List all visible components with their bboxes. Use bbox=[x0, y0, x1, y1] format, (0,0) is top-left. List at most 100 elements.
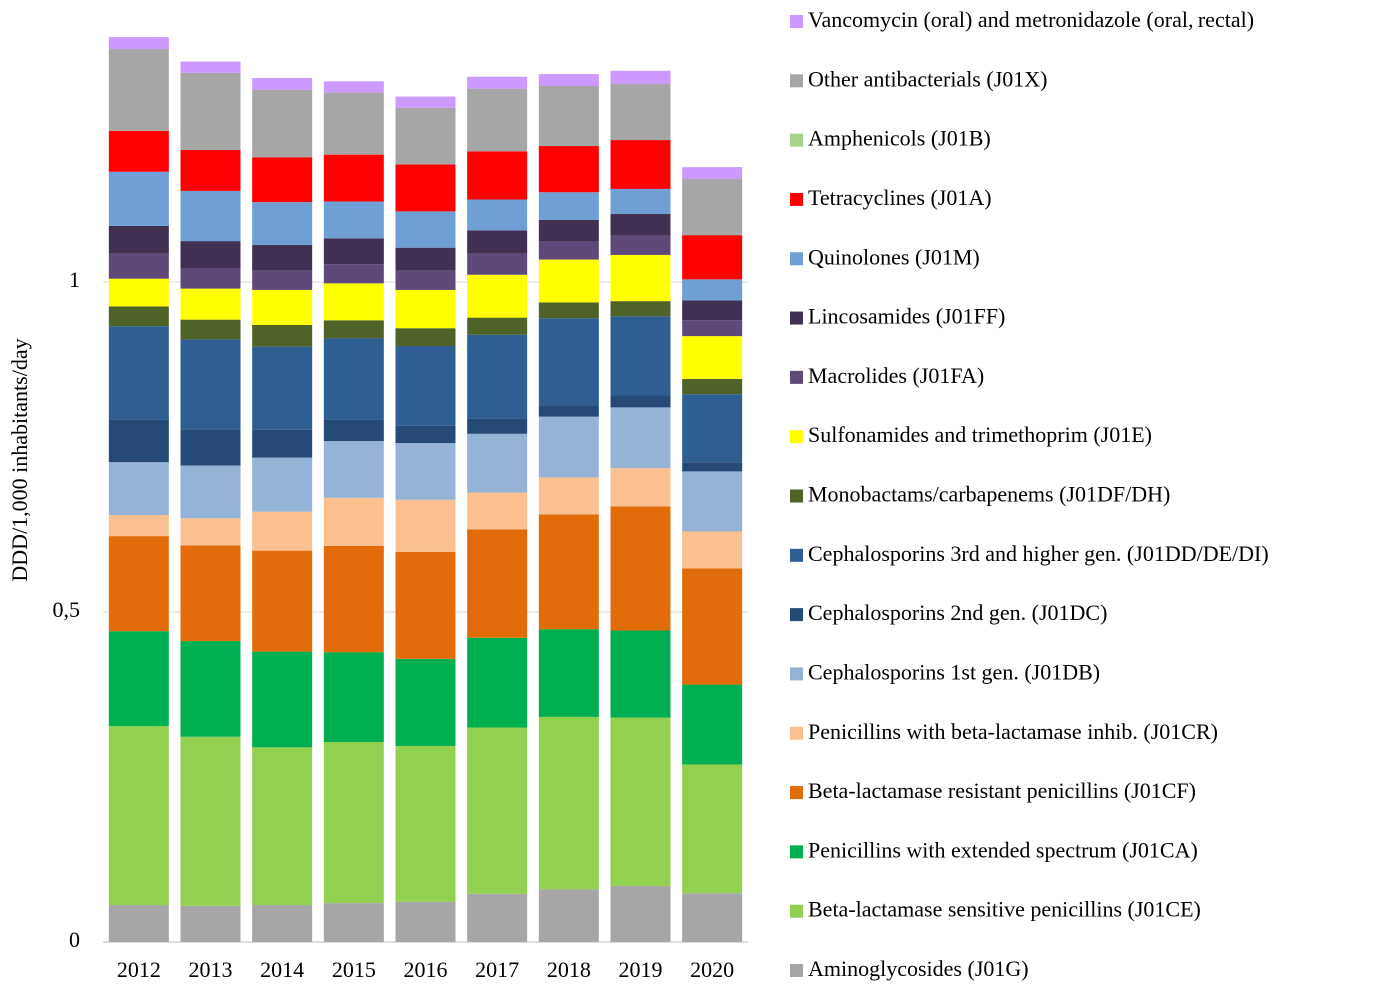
legend-label: Monobactams/carbapenems (J01DF/DH) bbox=[808, 482, 1170, 507]
bar-segment bbox=[323, 497, 384, 546]
bar-segment bbox=[180, 268, 241, 289]
legend-swatch bbox=[790, 252, 803, 266]
bar-segment bbox=[252, 550, 313, 652]
x-tick-label: 2020 bbox=[690, 957, 734, 982]
bar-segment bbox=[682, 300, 743, 321]
bar-segment bbox=[467, 76, 528, 89]
bar-segment bbox=[323, 338, 384, 420]
legend-label: Macrolides (J01FA) bbox=[808, 363, 984, 388]
bar-segment bbox=[252, 429, 313, 458]
legend-swatch bbox=[790, 548, 803, 562]
bar-segment bbox=[180, 905, 241, 942]
bar-segment bbox=[180, 72, 241, 150]
bar-segment bbox=[467, 274, 528, 318]
legend-label: Lincosamides (J01FF) bbox=[808, 304, 1005, 329]
bar-segment bbox=[538, 219, 599, 242]
bar-segment bbox=[395, 443, 456, 500]
bar-segment bbox=[323, 92, 384, 155]
legend-label: Penicillins with beta-lactamase inhib. (… bbox=[808, 719, 1218, 744]
bar-segment bbox=[395, 247, 456, 271]
bar-segment bbox=[180, 429, 241, 466]
legend-swatch bbox=[790, 192, 803, 206]
bar-segment bbox=[467, 334, 528, 419]
legend-label: Beta-lactamase sensitive penicillins (J0… bbox=[808, 897, 1201, 922]
bar-segment bbox=[323, 903, 384, 942]
bar-segment bbox=[682, 336, 743, 380]
bar-segment bbox=[108, 326, 169, 420]
legend-swatch bbox=[790, 667, 803, 681]
bar-segment bbox=[180, 241, 241, 269]
bar-segment bbox=[395, 107, 456, 165]
bar-segment bbox=[538, 477, 599, 515]
bar-segment bbox=[323, 154, 384, 202]
bar-segment bbox=[395, 289, 456, 329]
bar-segment bbox=[108, 253, 169, 279]
bar-segment bbox=[538, 241, 599, 260]
bar-segment bbox=[682, 179, 743, 236]
bar-segment bbox=[395, 551, 456, 659]
bar-segment bbox=[252, 905, 313, 942]
bar-segment bbox=[180, 736, 241, 906]
legend-label: Cephalosporins 1st gen. (J01DB) bbox=[808, 659, 1100, 684]
legend-label: Quinolones (J01M) bbox=[808, 244, 980, 269]
bar-segment bbox=[467, 151, 528, 200]
bar-segment bbox=[395, 745, 456, 902]
bar-segment bbox=[180, 61, 241, 73]
bar-segment bbox=[395, 901, 456, 942]
bar-segment bbox=[108, 462, 169, 515]
bar-segment bbox=[682, 531, 743, 569]
legend-label: Amphenicols (J01B) bbox=[808, 126, 991, 151]
legend-label: Cephalosporins 3rd and higher gen. (J01D… bbox=[808, 541, 1269, 566]
bar-segment bbox=[323, 283, 384, 321]
bar-segment bbox=[252, 289, 313, 325]
legend-label: Other antibacterials (J01X) bbox=[808, 66, 1047, 91]
bar-segment bbox=[538, 302, 599, 319]
bar-segment bbox=[610, 468, 671, 507]
bar-segment bbox=[682, 394, 743, 463]
bar-segment bbox=[395, 499, 456, 552]
bar-segment bbox=[323, 652, 384, 743]
bar-segment bbox=[467, 637, 528, 728]
bar-segment bbox=[467, 317, 528, 335]
bar-segment bbox=[252, 270, 313, 290]
x-tick-label: 2016 bbox=[404, 957, 448, 982]
bar-segment bbox=[467, 88, 528, 152]
bar-segment bbox=[252, 346, 313, 430]
x-tick-label: 2014 bbox=[260, 957, 304, 982]
legend-swatch bbox=[790, 904, 803, 918]
x-tick-label: 2012 bbox=[117, 957, 161, 982]
legend-label: Vancomycin (oral) and metronidazole (ora… bbox=[808, 7, 1254, 32]
bar-segment bbox=[108, 306, 169, 327]
legend-swatch bbox=[790, 133, 803, 147]
bar-segment bbox=[252, 157, 313, 203]
bar-segment bbox=[180, 150, 241, 191]
legend-label: Penicillins with extended spectrum (J01C… bbox=[808, 837, 1198, 862]
legend-swatch bbox=[790, 370, 803, 384]
bar-segment bbox=[682, 235, 743, 280]
bar-segment bbox=[108, 171, 169, 226]
bar-segment bbox=[323, 320, 384, 339]
legend-swatch bbox=[790, 786, 803, 800]
bar-segment bbox=[467, 893, 528, 942]
bar-segment bbox=[108, 726, 169, 906]
bar-segment bbox=[610, 717, 671, 886]
bar-segment bbox=[252, 457, 313, 512]
legend-label: Beta-lactamase resistant penicillins (J0… bbox=[808, 778, 1196, 803]
x-tick-label: 2018 bbox=[547, 957, 591, 982]
bar-segment bbox=[323, 238, 384, 265]
bar-segment bbox=[682, 471, 743, 532]
bar-segment bbox=[682, 167, 743, 180]
bar-segment bbox=[180, 339, 241, 430]
legend-label: Cephalosporins 2nd gen. (J01DC) bbox=[808, 600, 1107, 625]
x-tick-label: 2017 bbox=[475, 957, 519, 982]
bar-segment bbox=[108, 278, 169, 307]
legend-swatch bbox=[790, 311, 803, 325]
bar-segment bbox=[395, 425, 456, 444]
legend-swatch bbox=[790, 15, 803, 28]
legend-label: Tetracyclines (J01A) bbox=[808, 185, 992, 210]
bar-segment bbox=[108, 514, 169, 537]
bar-segment bbox=[252, 78, 313, 90]
bar-segment bbox=[610, 885, 671, 942]
bar-segment bbox=[467, 492, 528, 530]
legend-swatch bbox=[790, 845, 803, 859]
